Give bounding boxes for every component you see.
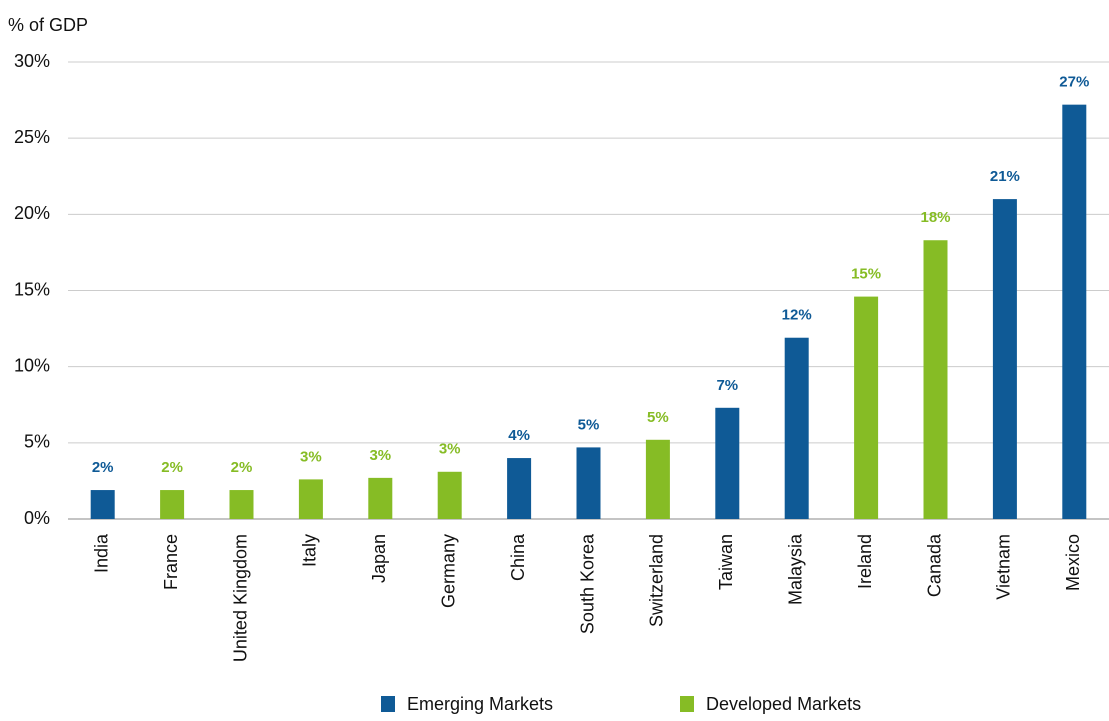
x-tick-label: Germany xyxy=(438,534,458,608)
x-tick-label: Italy xyxy=(300,534,320,567)
bar xyxy=(992,199,1017,519)
bar xyxy=(784,337,809,519)
bar xyxy=(160,490,185,519)
bar xyxy=(298,479,323,519)
bar xyxy=(437,471,462,519)
value-label: 27% xyxy=(1059,74,1089,91)
value-label: 18% xyxy=(920,209,950,226)
x-tick-label: Taiwan xyxy=(716,534,736,590)
x-tick-label: United Kingdom xyxy=(230,534,250,662)
x-tick-label: France xyxy=(161,534,181,590)
value-label: 5% xyxy=(578,416,600,433)
y-tick-label: 25% xyxy=(14,127,50,147)
value-label: 5% xyxy=(647,409,669,426)
axis-title: % of GDP xyxy=(8,15,88,35)
y-tick-label: 0% xyxy=(24,508,50,528)
x-tick-label: China xyxy=(508,533,528,581)
legend-label: Emerging Markets xyxy=(407,694,553,714)
x-tick-label: Mexico xyxy=(1063,534,1083,591)
y-tick-label: 30% xyxy=(14,51,50,71)
bar xyxy=(923,240,948,520)
y-tick-label: 10% xyxy=(14,355,50,375)
value-label: 7% xyxy=(716,377,738,394)
y-tick-label: 15% xyxy=(14,279,50,299)
value-label: 2% xyxy=(92,459,114,476)
x-tick-label: Ireland xyxy=(855,534,875,589)
bar xyxy=(715,407,740,519)
x-tick-label: South Korea xyxy=(577,533,597,634)
y-tick-label: 20% xyxy=(14,203,50,223)
value-label: 2% xyxy=(161,459,183,476)
bar xyxy=(507,458,532,519)
value-label: 15% xyxy=(851,266,881,283)
bar xyxy=(90,490,115,519)
x-tick-label: Malaysia xyxy=(785,533,805,605)
bar xyxy=(854,296,879,519)
bar xyxy=(368,477,393,519)
x-tick-label: Japan xyxy=(369,534,389,583)
legend-label: Developed Markets xyxy=(706,694,861,714)
value-label: 3% xyxy=(300,448,322,465)
value-label: 2% xyxy=(231,459,253,476)
value-label: 3% xyxy=(369,447,391,464)
x-tick-label: Canada xyxy=(924,533,944,597)
value-label: 21% xyxy=(990,168,1020,185)
value-label: 3% xyxy=(439,441,461,458)
bar xyxy=(645,439,670,519)
x-tick-label: Vietnam xyxy=(994,534,1014,600)
bar xyxy=(576,447,601,519)
legend-swatch xyxy=(680,696,694,712)
x-tick-label: India xyxy=(91,533,111,573)
value-label: 4% xyxy=(508,427,530,444)
x-tick-label: Switzerland xyxy=(647,534,667,627)
y-tick-label: 5% xyxy=(24,432,50,452)
value-label: 12% xyxy=(782,307,812,324)
bar xyxy=(1062,104,1087,520)
bar xyxy=(229,490,254,519)
legend-swatch xyxy=(381,696,395,712)
